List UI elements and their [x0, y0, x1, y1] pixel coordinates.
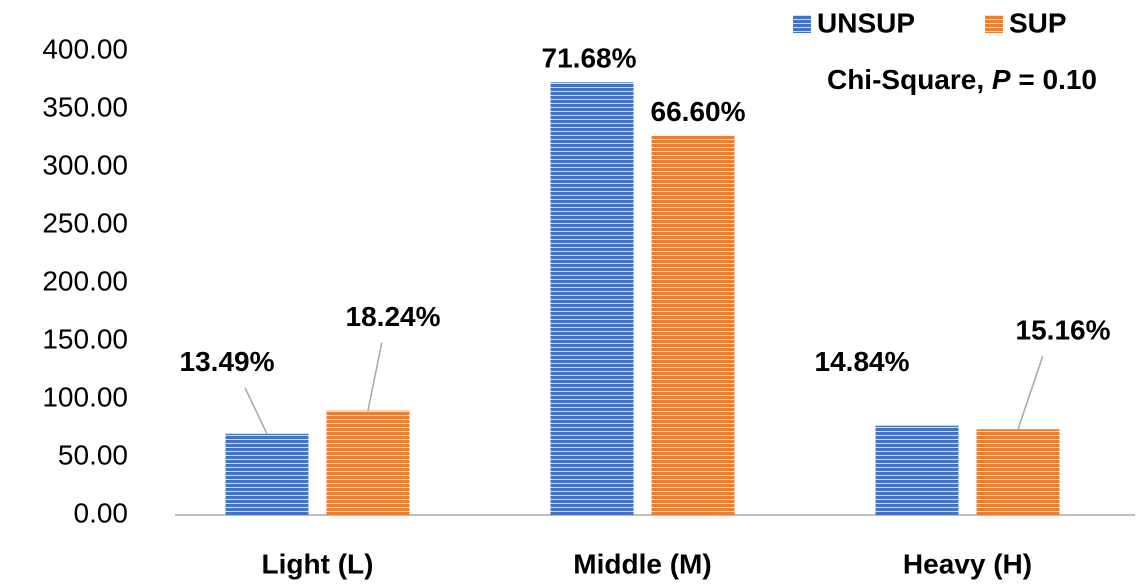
y-tick-label: 150.00 [42, 323, 128, 354]
bar [976, 429, 1060, 515]
data-label: 13.49% [180, 346, 275, 377]
leader-line [367, 342, 383, 411]
legend-label: UNSUP [817, 7, 915, 38]
annotation: Chi-Square, P = 0.10 [827, 64, 1097, 95]
y-tick-label: 350.00 [42, 91, 128, 122]
y-tick-label: 300.00 [42, 149, 128, 180]
legend-label: SUP [1009, 7, 1067, 38]
bar [326, 410, 410, 515]
annotation-rest: = 0.10 [1011, 64, 1097, 95]
y-tick-label: 0.00 [74, 497, 129, 528]
data-label: 14.84% [815, 346, 910, 377]
x-tick-label: Middle (M) [573, 548, 711, 579]
leader-line [1017, 355, 1044, 430]
legend-swatch [793, 15, 811, 33]
data-label: 15.16% [1016, 315, 1111, 346]
bar [225, 433, 309, 515]
bar [875, 425, 959, 515]
annotation-italic: P [992, 64, 1011, 95]
leader-line [244, 387, 268, 435]
data-label: 18.24% [346, 301, 441, 332]
annotation-text: Chi-Square, [827, 64, 992, 95]
y-tick-label: 400.00 [42, 33, 128, 64]
y-tick-label: 250.00 [42, 207, 128, 238]
bar [550, 82, 634, 515]
legend-swatch [985, 15, 1003, 33]
data-label: 66.60% [651, 96, 746, 127]
data-label: 71.68% [542, 43, 637, 74]
bar [651, 135, 735, 515]
x-tick-label: Heavy (H) [903, 548, 1032, 579]
x-tick-label: Light (L) [262, 548, 374, 579]
y-tick-label: 100.00 [42, 381, 128, 412]
y-tick-label: 200.00 [42, 265, 128, 296]
y-tick-label: 50.00 [58, 439, 128, 470]
